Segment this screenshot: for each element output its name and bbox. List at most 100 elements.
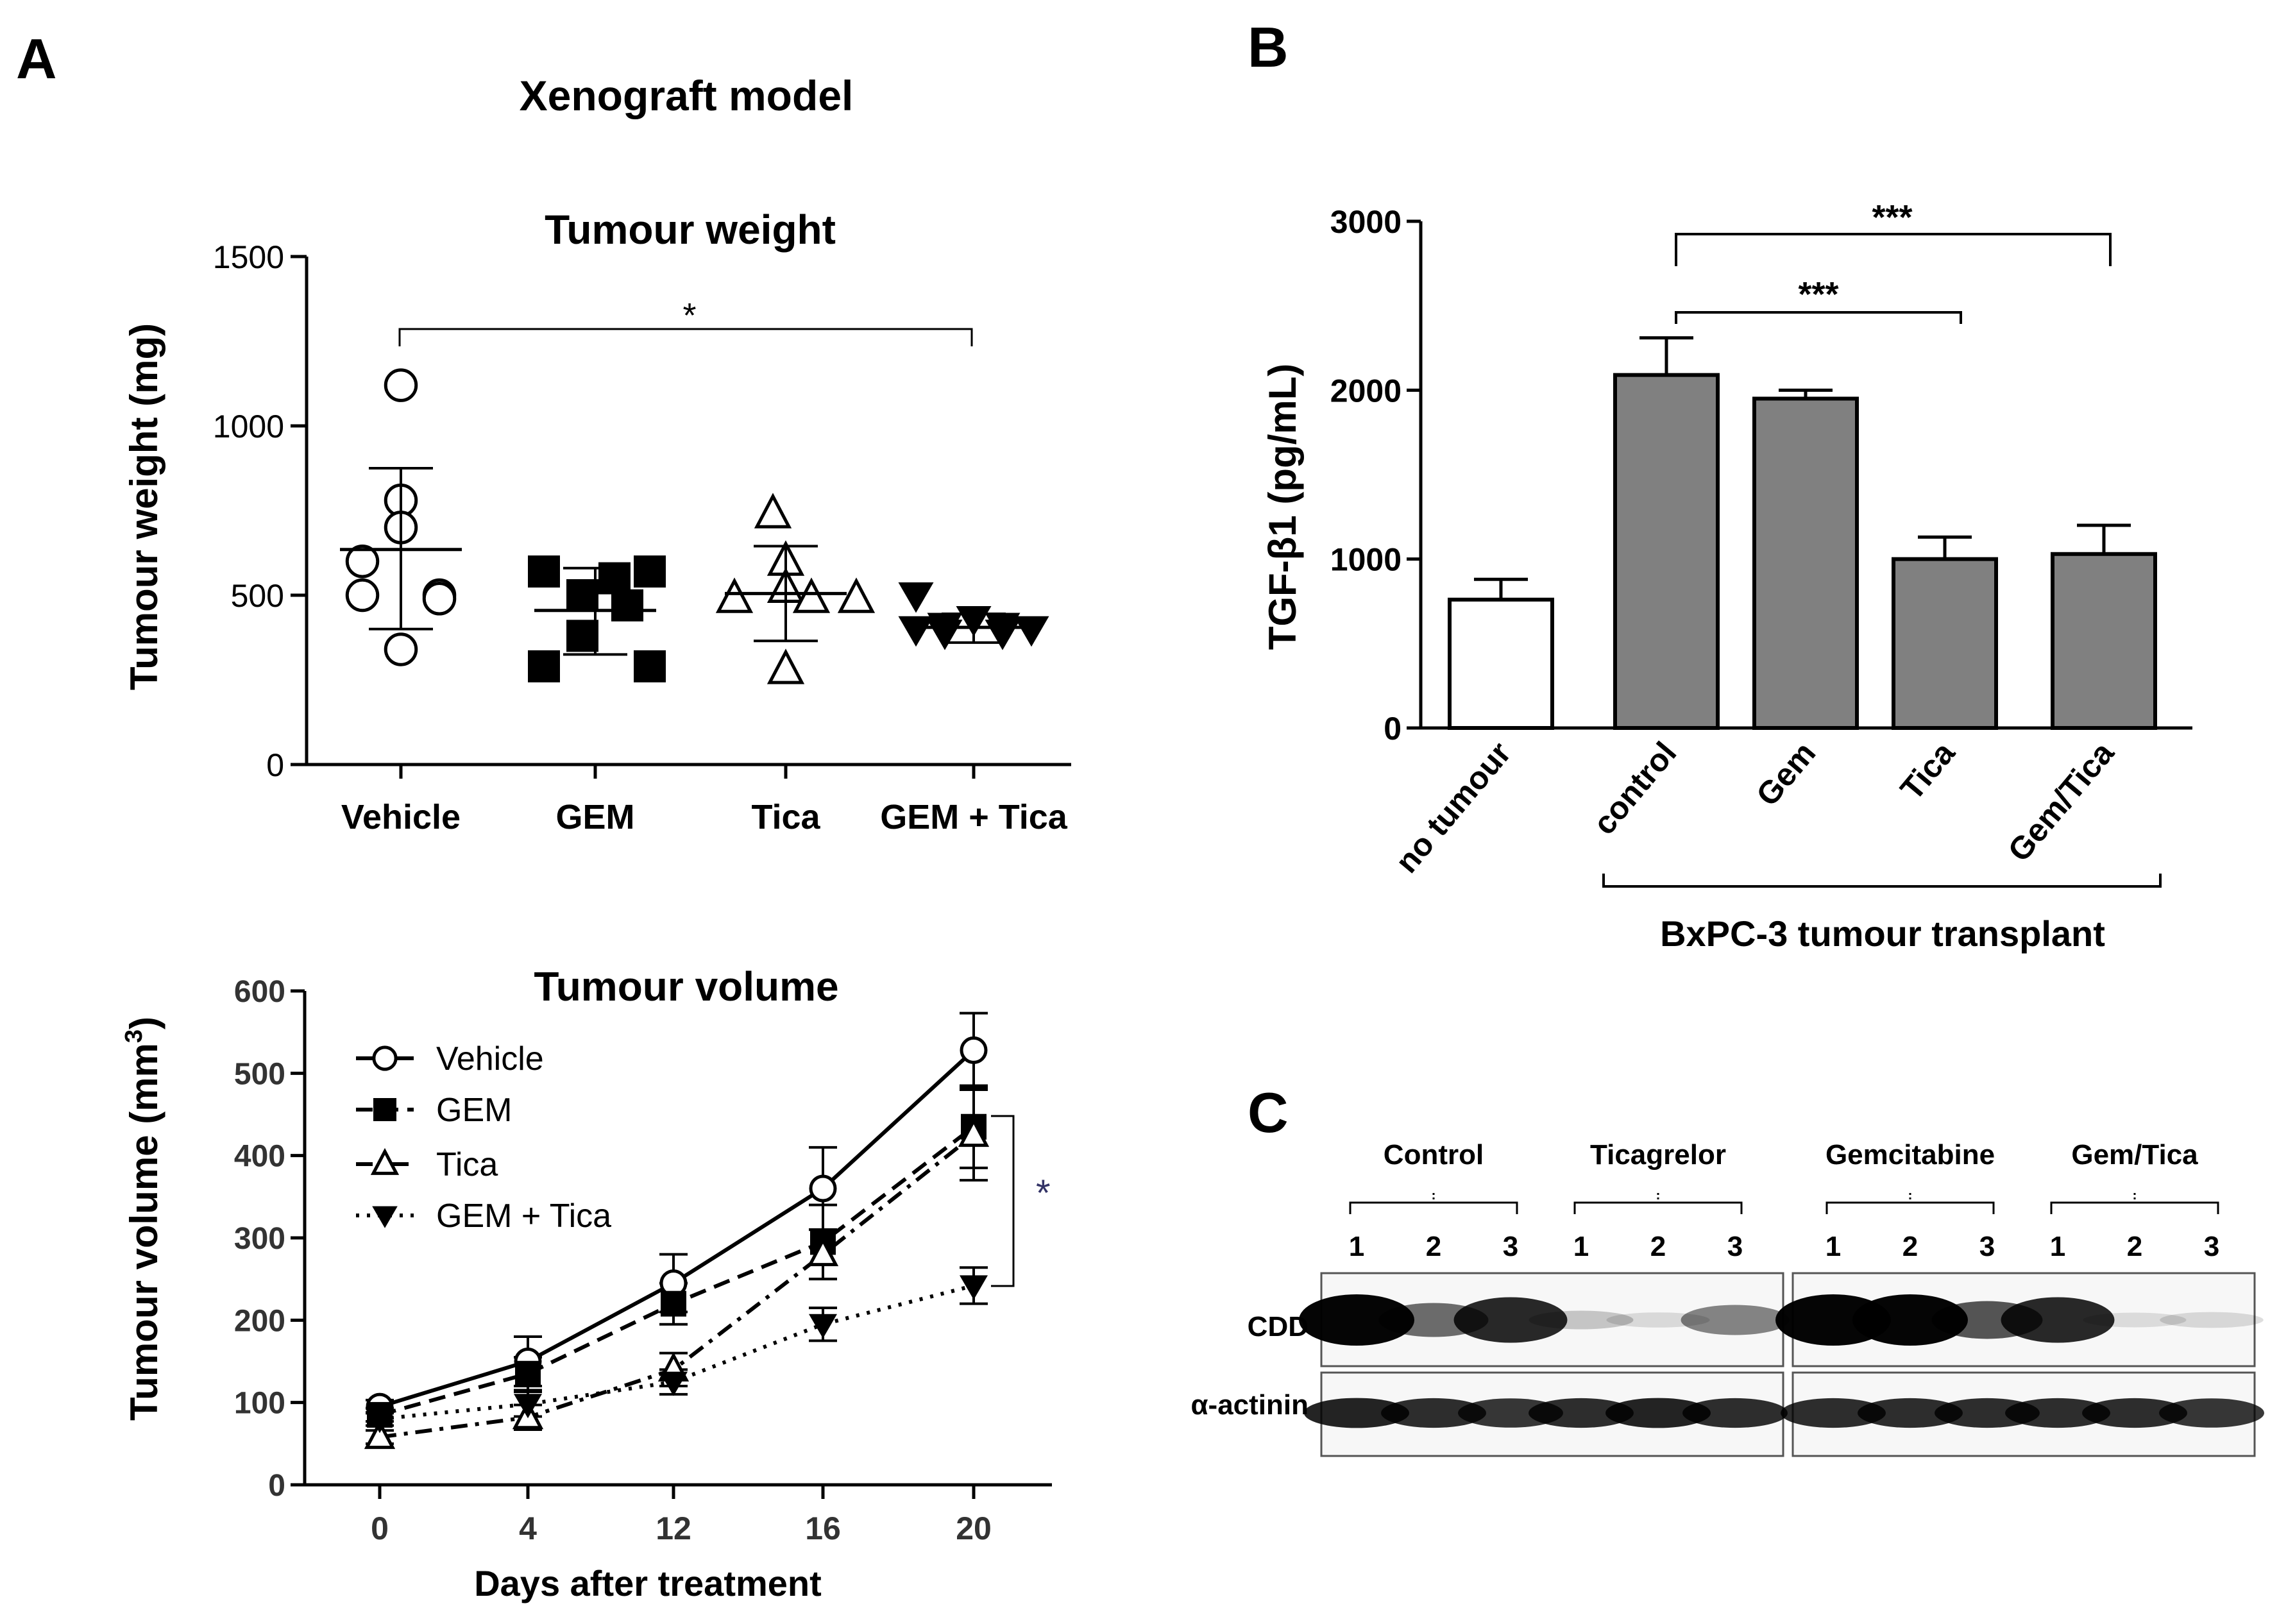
weight-ytick-label-3: 1500 — [213, 239, 284, 275]
volume-legend: Vehicle GEM Tica GEM + Tica — [356, 1040, 611, 1235]
panel-b-label: B — [1248, 15, 1289, 79]
tgf-sig-bracket-1 — [1675, 311, 1962, 324]
weight-point — [634, 555, 666, 588]
tgf-ytick-label-3: 3000 — [1330, 204, 1402, 240]
tgf-category-label-1: control — [1586, 735, 1684, 842]
volume-sig-label: * — [1036, 1172, 1051, 1214]
volume-point — [960, 1275, 988, 1300]
blot-row-label-actinin: α-actinin — [1191, 1389, 1309, 1421]
weight-point — [566, 620, 598, 652]
volume-series — [364, 1011, 990, 1450]
tgf-sig-label-2: *** — [1872, 198, 1912, 237]
weight-ytick-label-0: 0 — [266, 747, 284, 783]
weight-point — [767, 648, 805, 684]
volume-ylabel-close: ) — [123, 1017, 165, 1029]
volume-xtick-label-3: 16 — [805, 1510, 841, 1546]
weight-point — [927, 620, 963, 650]
weight-point — [345, 578, 380, 613]
legend-label-2: Tica — [436, 1146, 498, 1183]
weight-point — [566, 579, 598, 611]
volume-sig-bracket — [991, 1115, 1015, 1287]
weight-point — [345, 544, 380, 579]
volume-point — [807, 1237, 839, 1267]
blot-lane-number: 1 — [1573, 1231, 1589, 1262]
blot-band-actinin — [1529, 1398, 1634, 1428]
blot-lane-number: 3 — [2204, 1231, 2219, 1262]
blot-band-cdd — [1299, 1294, 1414, 1346]
volume-point — [661, 1290, 686, 1317]
volume-ylabel-sup: 3 — [121, 1029, 148, 1043]
blot-group-bracket — [1349, 1201, 1518, 1214]
blot-row-label-cdd: CDD — [1248, 1311, 1309, 1342]
volume-ylabel-main: Tumour volume (mm — [123, 1043, 165, 1421]
blot-bands — [1299, 1294, 2264, 1428]
volume-point — [960, 1036, 988, 1064]
blot-band-cdd — [2083, 1312, 2187, 1328]
volume-ytick-label-4: 400 — [234, 1140, 285, 1174]
blot-lane-number: 2 — [1902, 1231, 1918, 1262]
weight-title: Tumour weight — [545, 207, 836, 253]
volume-ytick-label-5: 500 — [234, 1057, 285, 1091]
blot-band-cdd — [2001, 1297, 2115, 1343]
weight-category-label-1: GEM — [555, 798, 634, 836]
weight-point — [528, 555, 560, 588]
weight-point — [754, 493, 792, 529]
weight-category-label-0: Vehicle — [341, 798, 461, 836]
tgf-ytick-label-1: 1000 — [1330, 542, 1402, 578]
tgf-bar-4 — [2051, 552, 2157, 730]
tgf-category-label-3: Tica — [1893, 734, 1962, 807]
volume-ytick-label-3: 300 — [234, 1222, 285, 1256]
volume-ytick-label-2: 200 — [234, 1304, 285, 1338]
panel-a-heading: Xenograft model — [520, 72, 854, 119]
volume-xtick-label-2: 12 — [656, 1510, 691, 1546]
blot-band-actinin — [1781, 1398, 1886, 1428]
volume-title: Tumour volume — [534, 963, 838, 1010]
weight-point — [422, 582, 457, 616]
blot-band-cdd — [2160, 1312, 2264, 1328]
blot-group-label-0: Control — [1384, 1139, 1484, 1171]
legend-marker — [370, 1147, 400, 1175]
blot-lane-number: 3 — [1503, 1231, 1518, 1262]
volume-point — [809, 1174, 837, 1203]
volume-point — [958, 1117, 990, 1147]
blot-band-cdd — [1453, 1297, 1568, 1343]
volume-ylabel: Tumour volume (mm3) — [121, 1017, 165, 1421]
weight-ylabel: Tumour weight (mg) — [123, 323, 165, 690]
blot-band-actinin — [1682, 1398, 1788, 1428]
tgf-category-label-0: no tumour — [1389, 735, 1518, 879]
weight-sig-label: * — [682, 296, 696, 335]
weight-point — [898, 616, 934, 647]
tgf-category-label-4: Gem/Tica — [2001, 734, 2121, 868]
blot-band-cdd — [1529, 1310, 1634, 1330]
blot-band-actinin — [1605, 1398, 1711, 1428]
volume-xtick-label-0: 0 — [371, 1510, 389, 1546]
tgf-category-label-2: Gem — [1749, 735, 1822, 813]
weight-point — [715, 577, 754, 613]
blot-group-label-3: Gem/Tica — [2071, 1139, 2198, 1171]
tgf-bar-2 — [1752, 396, 1859, 730]
volume-ytick-label-1: 100 — [234, 1387, 285, 1421]
blot-group-label-2: Gemcitabine — [1825, 1139, 1995, 1171]
weight-ticks: 0 500 1000 1500 Vehicle GEM Tica GEM + Tica — [213, 239, 1068, 836]
weight-category-label-2: Tica — [751, 798, 820, 836]
legend-label-0: Vehicle — [436, 1040, 544, 1078]
legend-marker — [372, 1206, 398, 1228]
blot-band-actinin — [2005, 1398, 2110, 1428]
tgf-sig-bracket-2 — [1675, 233, 2112, 266]
weight-point — [837, 577, 876, 613]
tgf-ytick-label-2: 2000 — [1330, 373, 1402, 409]
volume-point — [515, 1360, 541, 1387]
blot-lane-number: 3 — [1727, 1231, 1743, 1262]
tgf-significance: *** *** — [1675, 198, 2112, 324]
blot-group-bracket — [1573, 1201, 1743, 1214]
tgf-sig-label-1: *** — [1798, 275, 1838, 314]
blot-headers: Control 1 2 3 Ticagrelor 1 2 3 Gemcitabine 1 2 3 Gem… — [1349, 1139, 2219, 1262]
volume-xtick-label-1: 4 — [519, 1510, 537, 1546]
blot-lane-number: 2 — [2127, 1231, 2142, 1262]
volume-point — [366, 1408, 394, 1434]
blot-band-actinin — [1304, 1398, 1409, 1428]
blot-group-label-1: Ticagrelor — [1590, 1139, 1726, 1171]
blot-lane-number: 1 — [1349, 1231, 1364, 1262]
tgf-ylabel: TGF-β1 (pg/mL) — [1261, 364, 1304, 650]
